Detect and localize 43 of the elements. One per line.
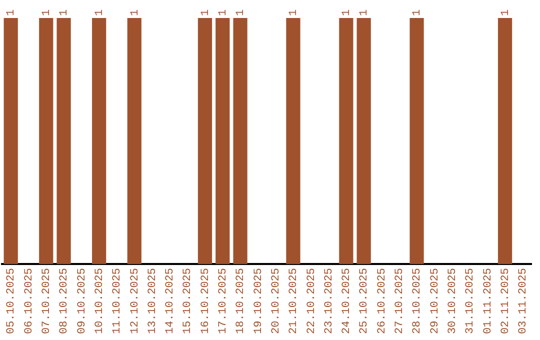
data-label: 1: [129, 9, 142, 16]
x-tick-label: 21.10.2025: [288, 268, 300, 334]
data-label: 1: [41, 9, 54, 16]
x-tick-label: 30.10.2025: [446, 268, 459, 334]
x-tick-label: 08.10.2025: [58, 268, 71, 334]
x-tick-label: 13.10.2025: [146, 268, 159, 334]
x-tick-label: 19.10.2025: [252, 268, 265, 334]
data-label: 1: [200, 9, 212, 16]
data-label: 1: [288, 9, 300, 16]
x-tick-label: 02.11.2025: [500, 268, 512, 334]
data-label: 1: [6, 9, 18, 16]
x-tick-label: 10.10.2025: [94, 268, 106, 334]
data-label: 1: [500, 9, 512, 16]
x-tick-label: 24.10.2025: [341, 268, 354, 334]
x-tick-label: 06.10.2025: [23, 268, 36, 334]
data-label: 1: [358, 9, 371, 16]
data-label: 1: [218, 9, 230, 16]
x-tick-label: 23.10.2025: [323, 268, 336, 334]
x-tick-label: 20.10.2025: [270, 268, 282, 334]
x-tick-label: 11.10.2025: [112, 268, 124, 334]
data-label: 1: [94, 9, 106, 16]
x-tick-label: 28.10.2025: [412, 268, 424, 334]
x-tick-label: 15.10.2025: [182, 268, 194, 334]
x-tick-label: 14.10.2025: [164, 268, 177, 334]
x-tick-label: 03.11.2025: [518, 268, 530, 334]
x-tick-label: 26.10.2025: [376, 268, 388, 334]
x-tick-label: 17.10.2025: [218, 268, 230, 334]
x-tick-label: 07.10.2025: [41, 268, 54, 334]
x-tick-label: 29.10.2025: [429, 268, 442, 334]
data-label: 1: [58, 9, 71, 16]
data-label: 1: [412, 9, 424, 16]
x-tick-label: 16.10.2025: [200, 268, 212, 334]
x-tick-label: 12.10.2025: [129, 268, 142, 334]
x-tick-label: 25.10.2025: [358, 268, 371, 334]
x-tick-label: 01.11.2025: [482, 268, 494, 334]
data-label: 1: [235, 9, 248, 16]
x-tick-label: 27.10.2025: [394, 268, 406, 334]
x-tick-label: 18.10.2025: [235, 268, 248, 334]
x-tick-label: 09.10.2025: [76, 268, 88, 334]
x-tick-label: 22.10.2025: [306, 268, 318, 334]
data-label: 1: [341, 9, 354, 16]
x-tick-label: 05.10.2025: [6, 268, 18, 334]
x-tick-label: 31.10.2025: [464, 268, 477, 334]
